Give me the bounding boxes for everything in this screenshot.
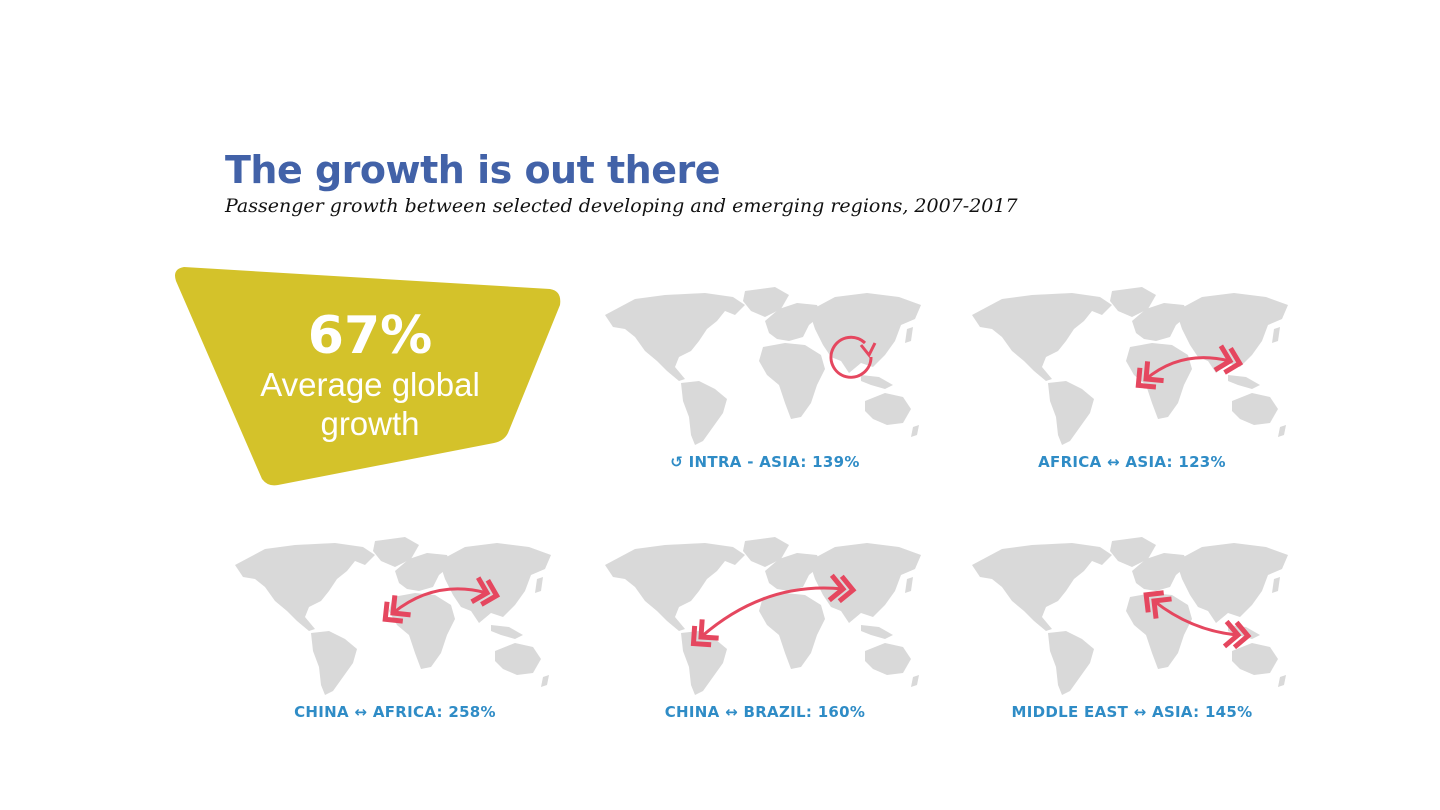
world-map: [605, 537, 921, 695]
route-panel-intra-asia: ↺ INTRA - ASIA: 139%: [595, 285, 935, 485]
route-caption: MIDDLE EAST ↔ ASIA: 145%: [1011, 703, 1253, 721]
page-subtitle: Passenger growth between selected develo…: [225, 195, 1018, 217]
average-growth-value: 67%: [307, 306, 433, 366]
middle-east-asia-arrow: [1143, 590, 1252, 650]
average-growth-label-line2: growth: [320, 405, 420, 442]
route-caption: ↺ INTRA - ASIA: 139%: [670, 453, 860, 471]
route-panel-china-brazil: CHINA ↔ BRAZIL: 160%: [595, 535, 935, 735]
route-caption: CHINA ↔ BRAZIL: 160%: [664, 703, 866, 721]
badge-shape: [175, 267, 561, 486]
africa-asia-arrow: [1135, 344, 1244, 390]
china-africa-arrow: [382, 576, 501, 624]
world-map: [972, 287, 1288, 445]
world-map: [972, 537, 1288, 695]
world-map: [235, 537, 551, 695]
route-panel-china-africa: CHINA ↔ AFRICA: 258%: [225, 535, 565, 735]
route-panel-africa-asia: AFRICA ↔ ASIA: 123%: [962, 285, 1302, 485]
world-map: [605, 287, 921, 445]
average-growth-label-line1: Average global: [260, 366, 480, 403]
china-brazil-arrow: [690, 573, 857, 648]
route-caption: AFRICA ↔ ASIA: 123%: [1038, 453, 1226, 471]
intra-asia-arrow: [829, 335, 873, 379]
route-caption: CHINA ↔ AFRICA: 258%: [294, 703, 496, 721]
average-growth-badge: 67% Average global growth: [170, 265, 565, 490]
route-panel-middle-east-asia: MIDDLE EAST ↔ ASIA: 145%: [962, 535, 1302, 735]
page-title: The growth is out there: [225, 148, 721, 192]
